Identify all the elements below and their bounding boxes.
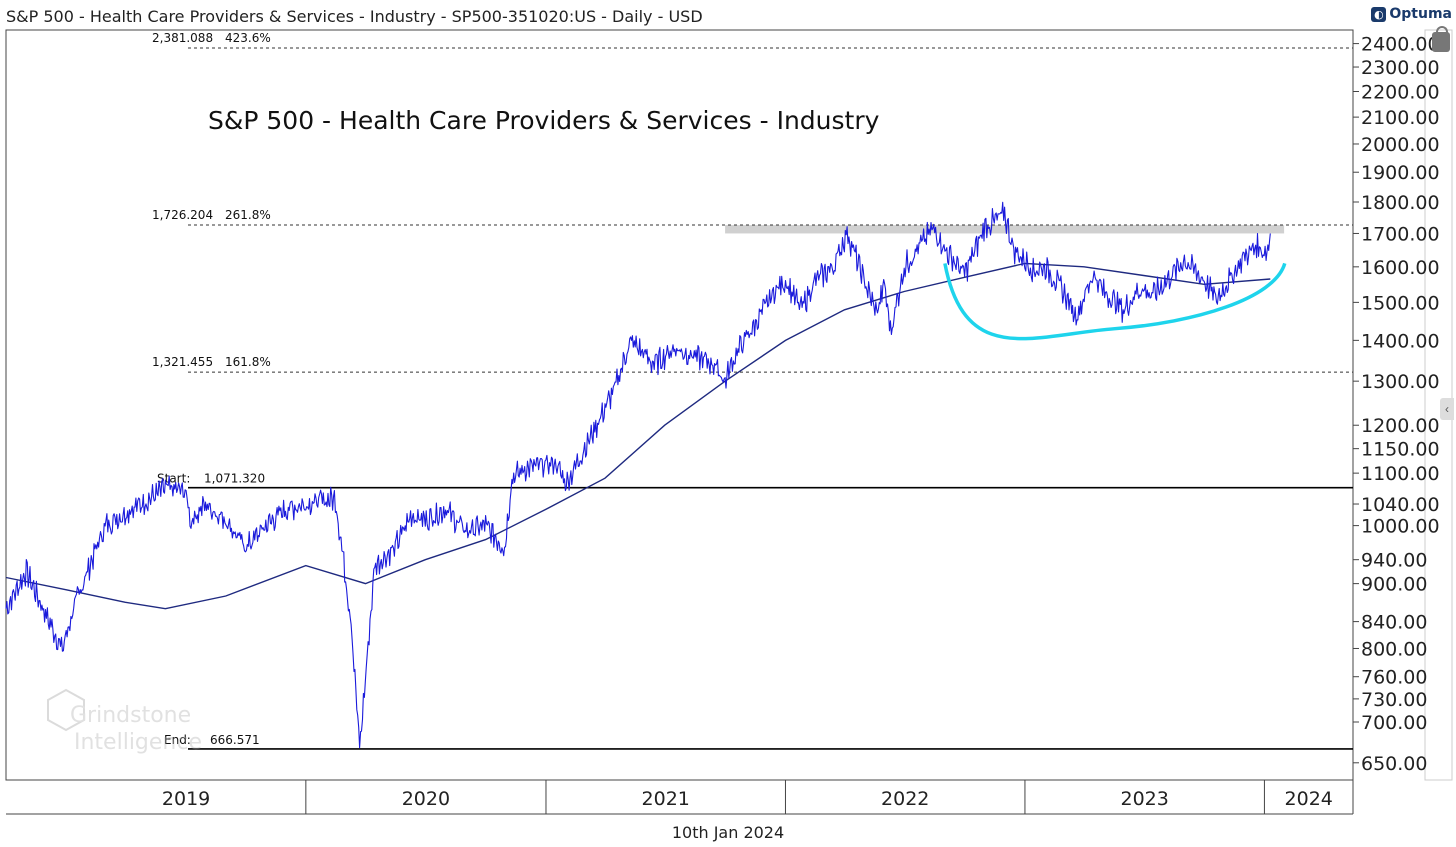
- y-tick-label: 2400.00: [1361, 34, 1440, 56]
- plot-frame: [5, 29, 1354, 781]
- fib-level-value: 1,321.455: [152, 355, 213, 369]
- collapse-panel-chevron-icon[interactable]: ‹: [1440, 398, 1454, 420]
- x-year-label: 2020: [402, 788, 450, 810]
- brand-logo: ◐ Optuma: [1371, 6, 1452, 22]
- y-tick-label: 840.00: [1361, 612, 1427, 634]
- fib-level-percent: 161.8%: [225, 355, 271, 369]
- level-value: 1,071.320: [204, 472, 265, 486]
- y-tick-label: 940.00: [1361, 550, 1427, 572]
- y-tick-label: 650.00: [1361, 753, 1427, 775]
- rounding-bottom-layer: [943, 262, 1287, 341]
- moving-average-line: [5, 262, 1271, 610]
- chart-date: 10th Jan 2024: [671, 823, 785, 842]
- fib-level-value: 1,726.204: [152, 208, 213, 222]
- fib-level-value: 2,381.088: [152, 31, 213, 45]
- chart-title: S&P 500 - Health Care Providers & Servic…: [208, 106, 880, 135]
- resistance-layer: [725, 225, 1285, 234]
- x-axis-layer: 2019 2020 2021 2022 2023 2024: [162, 780, 1333, 814]
- y-tick-label: 1300.00: [1361, 371, 1440, 393]
- y-tick-label: 2200.00: [1361, 82, 1440, 104]
- watermark-line-1: Grindstone: [70, 703, 191, 728]
- x-year-label: 2019: [162, 788, 210, 810]
- fib-level-percent: 261.8%: [225, 208, 271, 222]
- y-tick-label: 800.00: [1361, 638, 1427, 660]
- price-line: [5, 201, 1271, 749]
- x-year-label: 2022: [881, 788, 929, 810]
- y-tick-label: 1900.00: [1361, 162, 1440, 184]
- chart-header-title: S&P 500 - Health Care Providers & Servic…: [6, 7, 703, 26]
- lock-icon[interactable]: [1432, 32, 1450, 52]
- watermark-line-2: Intelligence: [74, 730, 202, 755]
- fib-level-percent: 423.6%: [225, 31, 271, 45]
- y-tick-label: 1200.00: [1361, 415, 1440, 437]
- y-tick-label: 2000.00: [1361, 134, 1440, 156]
- optuma-logo-icon: ◐: [1371, 6, 1387, 22]
- y-tick-label: 730.00: [1361, 689, 1427, 711]
- price-layer: [5, 201, 1271, 749]
- resistance-band: [725, 225, 1285, 234]
- level-value: 666.571: [210, 733, 260, 747]
- levels-layer: 2,381.088 423.6% 1,726.204 261.8% 1,321.455 1…: [152, 31, 1353, 750]
- x-year-label: 2023: [1121, 788, 1169, 810]
- y-tick-label: 700.00: [1361, 712, 1427, 734]
- y-tick-label: 1000.00: [1361, 516, 1440, 538]
- y-tick-label: 1800.00: [1361, 192, 1440, 214]
- y-tick-label: 760.00: [1361, 667, 1427, 689]
- x-year-label: 2024: [1285, 788, 1333, 810]
- y-tick-label: 1100.00: [1361, 463, 1440, 485]
- y-tick-label: 1500.00: [1361, 292, 1440, 314]
- rounding-bottom-arc: [943, 262, 1287, 341]
- watermark: Grindstone Intelligence: [47, 688, 202, 755]
- y-tick-label: 1040.00: [1361, 494, 1440, 516]
- brand-name: Optuma: [1389, 6, 1452, 22]
- watermark-logo-icon: [47, 688, 85, 732]
- y-tick-label: 1400.00: [1361, 330, 1440, 352]
- y-tick-label: 1600.00: [1361, 257, 1440, 279]
- y-tick-label: 1150.00: [1361, 439, 1440, 461]
- moving-average-layer: [5, 262, 1271, 610]
- y-tick-label: 2100.00: [1361, 107, 1440, 129]
- x-year-label: 2021: [642, 788, 690, 810]
- level-tag: End:: [164, 733, 191, 747]
- y-tick-label: 2300.00: [1361, 57, 1440, 79]
- y-tick-label: 900.00: [1361, 574, 1427, 596]
- y-tick-label: 1700.00: [1361, 223, 1440, 245]
